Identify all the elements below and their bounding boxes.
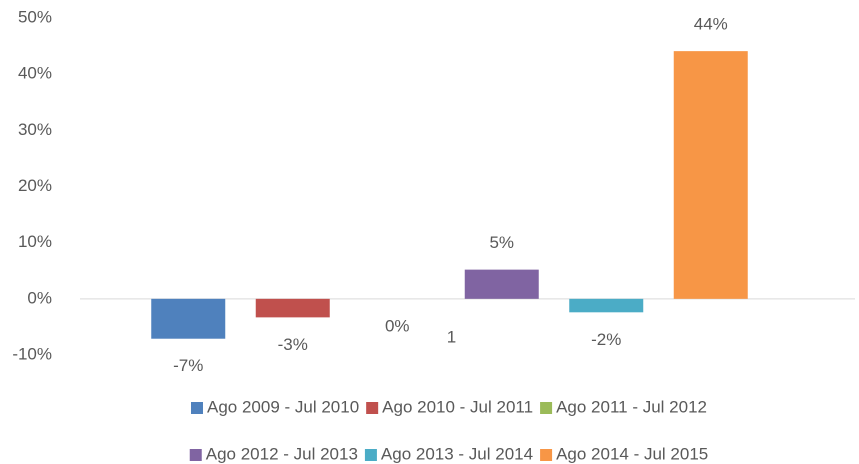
- legend-label: Ago 2009 - Jul 2010: [207, 397, 359, 416]
- y-tick-label: 0%: [27, 288, 52, 307]
- legend-swatch: [540, 402, 553, 414]
- y-tick-label: 10%: [18, 232, 52, 251]
- y-tick-label: 30%: [18, 120, 52, 139]
- legend-swatch: [540, 449, 553, 461]
- y-tick-label: 20%: [18, 176, 52, 195]
- legend-swatch: [190, 402, 203, 414]
- data-label: 44%: [694, 15, 728, 34]
- y-tick-label: 50%: [18, 7, 52, 26]
- data-label: 0%: [385, 316, 410, 335]
- legend-label: Ago 2014 - Jul 2015: [556, 444, 708, 463]
- legend-swatch: [366, 402, 379, 414]
- x-tick-label: 1: [447, 327, 456, 346]
- data-label: -3%: [278, 335, 308, 354]
- legend-label: Ago 2012 - Jul 2013: [206, 444, 358, 463]
- legend-label: Ago 2010 - Jul 2011: [382, 397, 533, 416]
- data-label: -2%: [591, 330, 621, 349]
- bar: [151, 298, 226, 339]
- bar: [464, 269, 539, 299]
- bar: [255, 298, 330, 318]
- y-tick-label: 40%: [18, 64, 52, 83]
- legend-label: Ago 2013 - Jul 2014: [381, 444, 533, 463]
- bar: [569, 298, 644, 313]
- legend-label: Ago 2011 - Jul 2012: [556, 397, 707, 416]
- legend-swatch: [189, 449, 202, 461]
- data-label: -7%: [173, 356, 203, 375]
- bar: [673, 51, 748, 299]
- y-tick-label: -10%: [12, 344, 52, 363]
- data-label: 5%: [489, 233, 514, 252]
- legend-swatch: [364, 449, 377, 461]
